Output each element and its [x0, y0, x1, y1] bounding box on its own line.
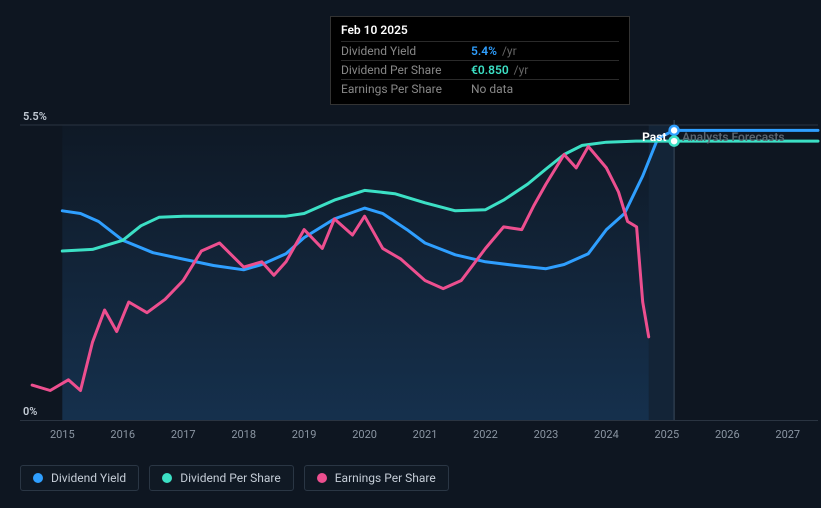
tooltip-row: Earnings Per ShareNo data: [341, 80, 619, 99]
svg-text:2022: 2022: [473, 428, 498, 441]
legend-item[interactable]: Dividend Yield: [20, 465, 139, 491]
legend-dot-icon: [317, 473, 327, 483]
legend-dot-icon: [33, 473, 43, 483]
tooltip-row-value: No data: [471, 80, 619, 99]
tooltip-row-value: €0.850 /yr: [471, 61, 619, 80]
svg-text:2016: 2016: [110, 428, 135, 441]
legend-item[interactable]: Dividend Per Share: [149, 465, 294, 491]
dividend-chart: 2015 2016 2017 2018 2019 2020 2021 2022 2023 2024…: [0, 0, 821, 508]
svg-text:2019: 2019: [292, 428, 317, 441]
chart-tooltip: Feb 10 2025 Dividend Yield5.4% /yrDivide…: [330, 16, 630, 105]
svg-text:2018: 2018: [231, 428, 256, 441]
past-label: Past: [642, 130, 666, 144]
svg-text:2015: 2015: [50, 428, 75, 441]
legend-item-label: Dividend Yield: [51, 471, 126, 485]
tooltip-row: Dividend Yield5.4% /yr: [341, 42, 619, 61]
forecast-label: Analysts Forecasts: [682, 130, 784, 144]
legend-item-label: Dividend Per Share: [180, 471, 281, 485]
legend-item-label: Earnings Per Share: [335, 471, 436, 485]
tooltip-date: Feb 10 2025: [341, 23, 619, 41]
svg-text:2027: 2027: [775, 428, 800, 441]
tooltip-row-label: Dividend Yield: [341, 42, 471, 61]
svg-text:2023: 2023: [534, 428, 559, 441]
svg-text:2021: 2021: [413, 428, 438, 441]
tooltip-row-value: 5.4% /yr: [471, 42, 619, 61]
svg-text:2017: 2017: [171, 428, 196, 441]
tooltip-row-label: Earnings Per Share: [341, 80, 471, 99]
legend-item[interactable]: Earnings Per Share: [304, 465, 449, 491]
y-axis-label: 5.5%: [23, 110, 47, 123]
svg-text:2025: 2025: [654, 428, 679, 441]
svg-text:2020: 2020: [352, 428, 377, 441]
tooltip-row-label: Dividend Per Share: [341, 61, 471, 80]
tooltip-row: Dividend Per Share€0.850 /yr: [341, 61, 619, 80]
svg-text:2026: 2026: [715, 428, 740, 441]
chart-legend: Dividend Yield Dividend Per Share Earnings…: [20, 465, 449, 491]
svg-text:2024: 2024: [594, 428, 619, 441]
y-axis-label: 0%: [23, 405, 37, 418]
legend-dot-icon: [162, 473, 172, 483]
